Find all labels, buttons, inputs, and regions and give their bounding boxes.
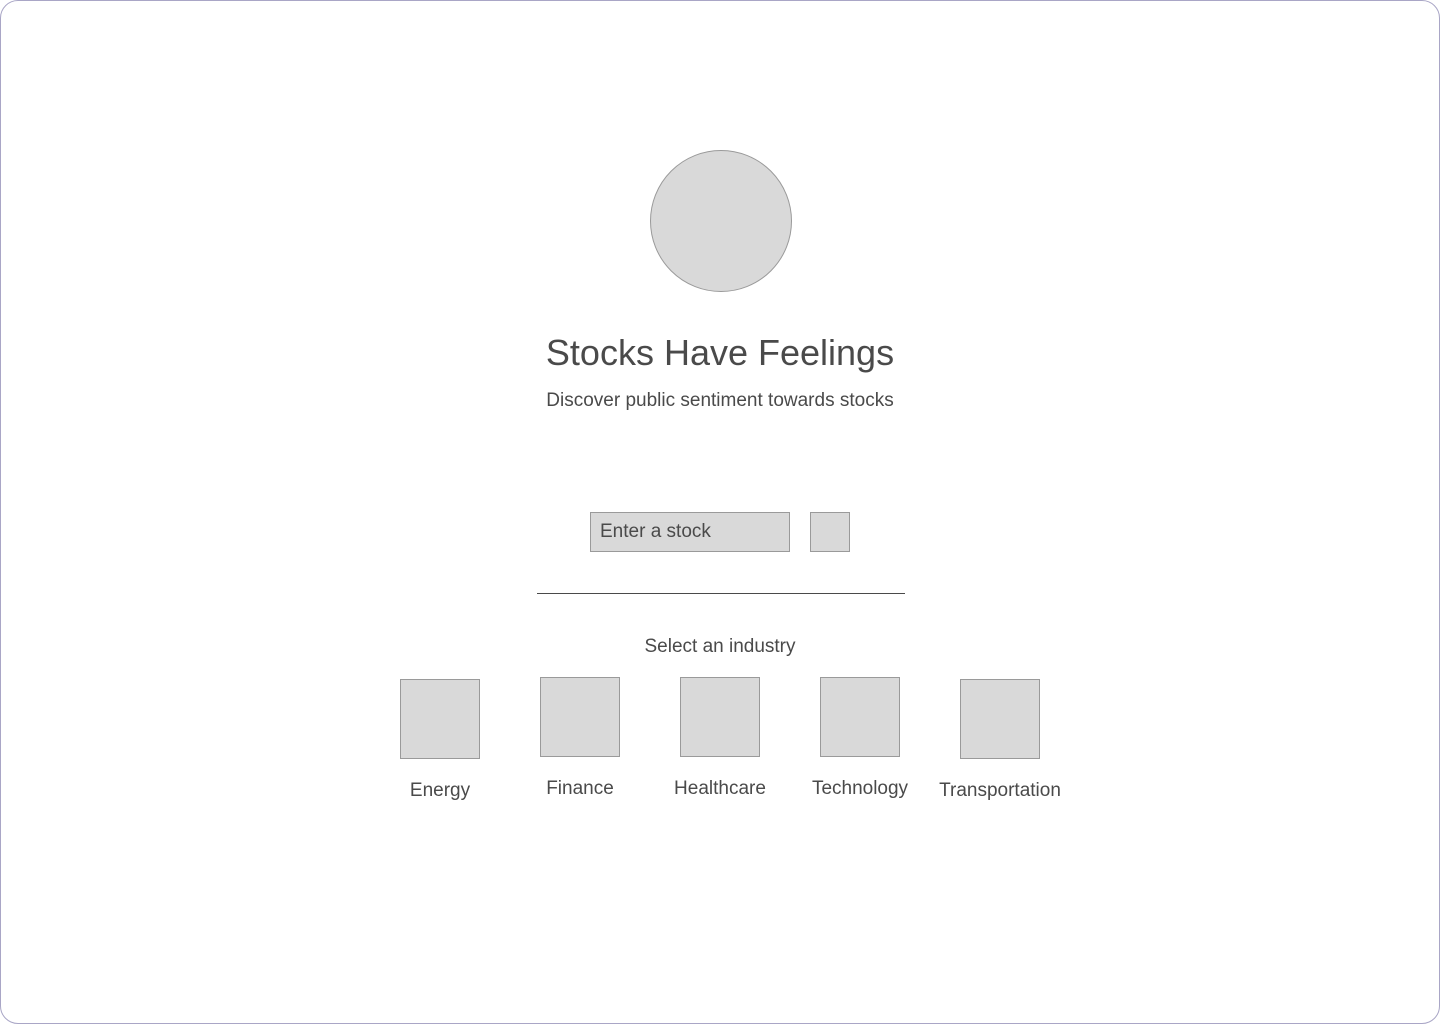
page-title: Stocks Have Feelings xyxy=(545,332,895,373)
industry-label: Energy xyxy=(409,780,471,801)
industry-option-finance[interactable]: Finance xyxy=(510,677,650,801)
section-divider xyxy=(537,593,905,594)
industry-label: Technology xyxy=(811,778,909,799)
industry-option-healthcare[interactable]: Healthcare xyxy=(650,677,790,801)
industry-image-placeholder[interactable] xyxy=(960,679,1040,759)
search-button[interactable] xyxy=(810,512,850,552)
industry-image-placeholder[interactable] xyxy=(820,677,900,757)
industry-image-placeholder[interactable] xyxy=(400,679,480,759)
industry-option-technology[interactable]: Technology xyxy=(790,677,930,801)
industry-label: Finance xyxy=(546,778,614,799)
industry-section-heading: Select an industry xyxy=(644,636,796,657)
industry-image-placeholder[interactable] xyxy=(680,677,760,757)
stock-search-input[interactable] xyxy=(590,512,790,552)
industry-option-energy[interactable]: Energy xyxy=(370,679,510,803)
industry-label: Transportation xyxy=(939,780,1061,801)
industry-option-transportation[interactable]: Transportation xyxy=(930,679,1070,803)
industry-label: Healthcare xyxy=(674,778,766,799)
industry-image-placeholder[interactable] xyxy=(540,677,620,757)
page-subtitle: Discover public sentiment towards stocks xyxy=(546,390,894,411)
logo-image-placeholder xyxy=(650,150,792,292)
